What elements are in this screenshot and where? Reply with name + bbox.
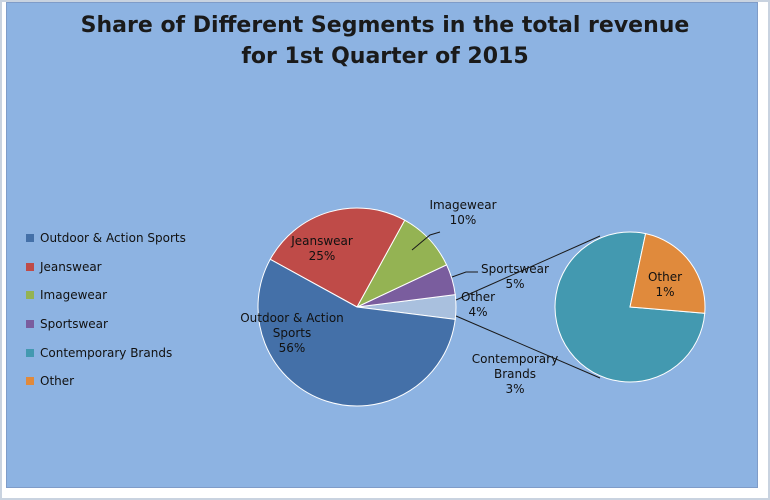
legend-swatch [26, 234, 34, 243]
legend-label: Sportswear [40, 317, 108, 332]
legend-swatch [26, 291, 34, 300]
connector-line [455, 315, 601, 379]
chart-title-line-2: for 1st Quarter of 2015 [241, 44, 529, 69]
data-label: Jeanswear 25% [290, 234, 353, 263]
legend-swatch [26, 377, 34, 386]
legend-item: Contemporary Brands [26, 338, 186, 367]
legend-label: Contemporary Brands [40, 345, 173, 360]
data-label: Other 4% [461, 290, 495, 319]
legend-label: Other [40, 374, 75, 389]
legend: Outdoor & Action Sports Jeanswear Imagew… [26, 224, 186, 396]
legend-swatch [26, 320, 34, 329]
legend-label: Outdoor & Action Sports [40, 231, 186, 246]
connector-line [455, 235, 601, 301]
legend-item: Jeanswear [26, 253, 186, 282]
pie-slice [257, 258, 456, 407]
data-label: Outdoor & Action Sports 56% [240, 311, 344, 355]
legend-item: Outdoor & Action Sports [26, 224, 186, 253]
secondary-pie-slice [629, 233, 706, 314]
data-label: Other 1% [648, 270, 682, 299]
legend-item: Imagewear [26, 281, 186, 310]
data-label: Contemporary Brands 3% [472, 352, 558, 396]
leader-line [451, 271, 478, 278]
legend-item: Sportswear [26, 310, 186, 339]
legend-swatch [26, 262, 34, 271]
legend-label: Jeanswear [40, 259, 102, 274]
legend-label: Imagewear [40, 288, 108, 303]
legend-swatch [26, 348, 34, 357]
legend-item: Other [26, 367, 186, 396]
chart-title-line-1: Share of Different Segments in the total… [80, 13, 690, 38]
leader-line [411, 231, 441, 251]
chart-title: Share of Different Segments in the total… [0, 10, 770, 72]
data-label: Sportswear 5% [481, 262, 549, 291]
data-label: Imagewear 10% [429, 198, 496, 227]
pie-slice [269, 207, 406, 308]
